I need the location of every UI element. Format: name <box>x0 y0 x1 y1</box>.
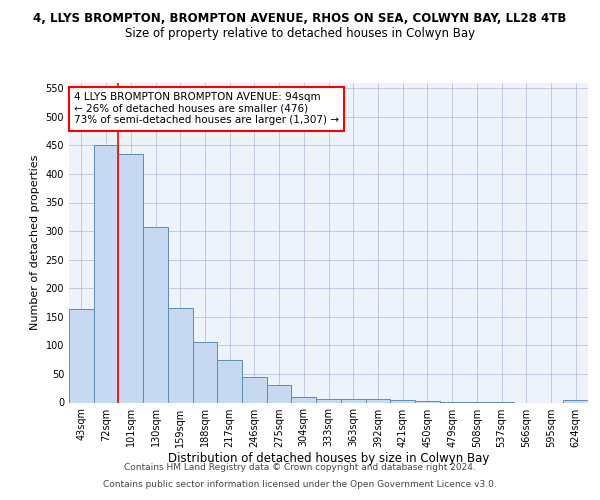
Bar <box>69 310 94 402</box>
Y-axis label: Number of detached properties: Number of detached properties <box>30 155 40 330</box>
Text: Size of property relative to detached houses in Colwyn Bay: Size of property relative to detached ho… <box>125 28 475 40</box>
Bar <box>390 400 415 402</box>
Bar <box>267 385 292 402</box>
Bar <box>563 400 588 402</box>
Bar <box>415 401 440 402</box>
X-axis label: Distribution of detached houses by size in Colwyn Bay: Distribution of detached houses by size … <box>168 452 489 466</box>
Bar <box>292 397 316 402</box>
Bar <box>217 360 242 403</box>
Text: 4, LLYS BROMPTON, BROMPTON AVENUE, RHOS ON SEA, COLWYN BAY, LL28 4TB: 4, LLYS BROMPTON, BROMPTON AVENUE, RHOS … <box>34 12 566 26</box>
Bar <box>193 342 217 402</box>
Bar <box>143 227 168 402</box>
Bar <box>341 398 365 402</box>
Bar <box>242 378 267 402</box>
Bar <box>168 308 193 402</box>
Text: Contains public sector information licensed under the Open Government Licence v3: Contains public sector information licen… <box>103 480 497 489</box>
Text: Contains HM Land Registry data © Crown copyright and database right 2024.: Contains HM Land Registry data © Crown c… <box>124 464 476 472</box>
Bar <box>118 154 143 402</box>
Bar <box>316 398 341 402</box>
Text: 4 LLYS BROMPTON BROMPTON AVENUE: 94sqm
← 26% of detached houses are smaller (476: 4 LLYS BROMPTON BROMPTON AVENUE: 94sqm ←… <box>74 92 339 126</box>
Bar <box>365 399 390 402</box>
Bar <box>94 146 118 402</box>
